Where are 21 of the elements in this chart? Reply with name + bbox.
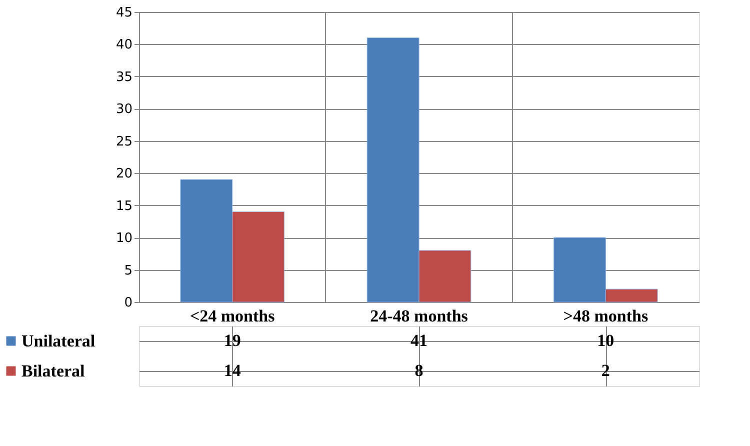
legend-label: Unilateral [22, 332, 96, 350]
data-label: 8 [414, 361, 424, 380]
y-tick-label: 45 [116, 6, 132, 20]
y-tick-label: 35 [116, 70, 132, 85]
y-tick-label: 30 [116, 102, 132, 118]
x-tick-label: 24-48 months [370, 306, 468, 326]
data-label: 2 [601, 361, 610, 380]
x-tick-label: >48 months [563, 306, 648, 326]
y-tick-label: 10 [116, 231, 132, 246]
data-label: 10 [597, 331, 614, 350]
data-label: 19 [224, 331, 241, 350]
x-tick-label: <24 months [190, 306, 276, 326]
legend-label: Bilateral [22, 362, 86, 380]
y-tick-label: 25 [116, 134, 132, 150]
y-tick-label: 40 [116, 38, 132, 53]
data-label: 41 [410, 331, 428, 350]
y-tick-label: 20 [116, 166, 132, 182]
y-tick-label: 0 [124, 296, 132, 310]
y-tick-label: 15 [116, 198, 132, 214]
y-tick-label: 5 [124, 263, 132, 278]
data-label: 14 [224, 361, 242, 380]
